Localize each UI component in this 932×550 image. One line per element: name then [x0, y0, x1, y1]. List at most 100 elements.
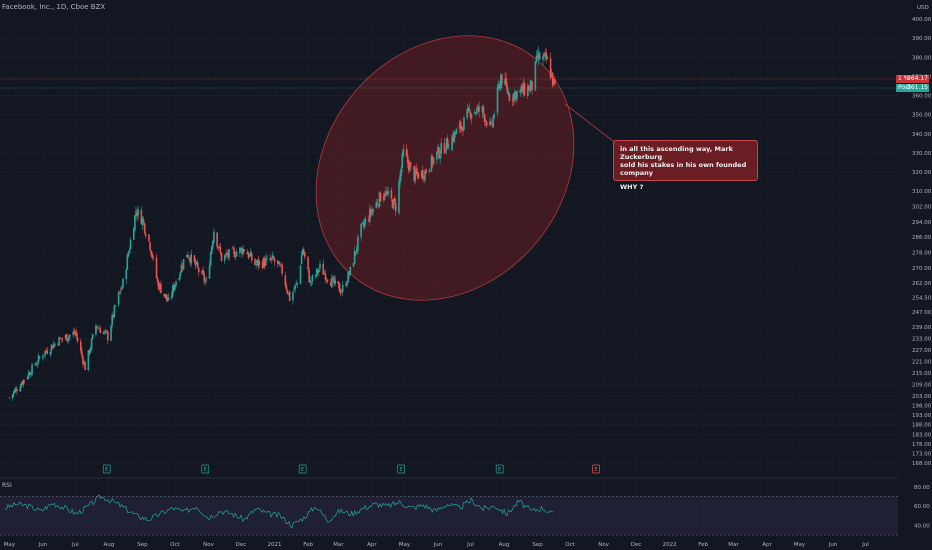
candle — [288, 290, 291, 302]
candle-body — [125, 270, 128, 280]
candle-body — [174, 284, 176, 290]
candle-body — [491, 124, 493, 126]
candle-body — [307, 256, 309, 270]
candle — [46, 347, 49, 355]
earnings-marker-letter: E — [204, 467, 208, 473]
candle — [462, 126, 464, 137]
candle — [143, 222, 146, 235]
candle-body — [377, 205, 380, 207]
candle-body — [121, 286, 123, 290]
candle-body — [438, 147, 440, 159]
candle-body — [405, 148, 408, 156]
currency-label: USD — [917, 5, 929, 11]
candle-body — [111, 314, 113, 326]
candle — [281, 262, 283, 277]
candle-body — [143, 223, 146, 234]
candle — [481, 105, 484, 119]
candle — [152, 255, 155, 261]
candle-body — [49, 351, 52, 355]
candle-body — [454, 132, 457, 134]
candle — [400, 165, 402, 181]
candle — [73, 327, 76, 336]
candle-body — [432, 157, 435, 164]
candle-body — [103, 331, 106, 333]
candle-body — [295, 283, 297, 285]
candle-body — [141, 218, 144, 225]
candle-body — [26, 376, 29, 380]
candle — [437, 143, 439, 154]
candle-body — [531, 81, 533, 90]
candle-body — [223, 255, 226, 261]
candle — [341, 280, 344, 296]
candle-body — [105, 331, 108, 333]
candle-body — [459, 121, 462, 130]
price-tick-label: 262.00 — [912, 281, 932, 287]
candle-body — [485, 121, 488, 126]
candle-body — [501, 74, 503, 85]
candle — [317, 268, 319, 277]
candle — [91, 333, 94, 340]
candle — [386, 187, 388, 196]
candle-body — [401, 154, 404, 169]
candle-body — [455, 129, 458, 135]
candle-body — [13, 389, 16, 393]
candle — [122, 277, 124, 289]
candle-body — [387, 191, 389, 195]
candle-body — [117, 292, 120, 305]
candle — [170, 290, 173, 301]
candle — [241, 246, 243, 259]
candle — [360, 223, 362, 242]
candle-body — [167, 297, 170, 301]
candle-body — [370, 208, 372, 214]
candle — [299, 264, 302, 285]
highlight-ellipse-layer — [315, 35, 630, 301]
highlight-ellipse — [315, 35, 575, 301]
candle-body — [334, 279, 336, 284]
candle-body — [545, 52, 548, 61]
candle — [125, 268, 128, 284]
callout-connector — [564, 103, 623, 149]
candle-body — [308, 270, 310, 283]
candle — [438, 146, 440, 160]
candle-body — [57, 343, 59, 345]
candle-body — [285, 285, 288, 290]
candle — [53, 342, 56, 348]
candle-body — [273, 259, 276, 262]
candle-body — [11, 394, 14, 398]
candle — [142, 216, 145, 226]
candle-body — [391, 199, 394, 208]
candle — [424, 169, 426, 184]
candle-body — [458, 123, 461, 129]
candle-body — [247, 253, 250, 258]
candle — [469, 109, 472, 121]
candle-body — [246, 251, 249, 255]
candle — [151, 251, 154, 261]
candle — [451, 133, 453, 152]
candle-body — [490, 121, 492, 124]
last-price-value: 364.17 — [907, 75, 928, 82]
candle — [347, 270, 349, 284]
candle-body — [46, 350, 49, 354]
time-tick-label: Oct — [565, 542, 575, 548]
candle-body — [345, 284, 347, 286]
candle — [84, 360, 86, 371]
candle-body — [530, 79, 532, 87]
candle — [216, 232, 218, 250]
candle — [155, 253, 158, 280]
candle-body — [148, 234, 150, 241]
candle — [340, 288, 343, 294]
candle — [240, 246, 242, 253]
candle — [201, 269, 203, 276]
candle — [223, 254, 226, 265]
price-tick-label: 178.00 — [912, 442, 932, 448]
candle — [537, 46, 540, 66]
annotation-callout[interactable]: in all this ascending way, Mark Zuckerbu… — [613, 140, 758, 191]
candle-body — [392, 198, 395, 210]
candle — [209, 251, 212, 267]
candle-body — [114, 305, 117, 307]
candle-body — [462, 128, 464, 132]
candle-body — [378, 192, 381, 207]
candle — [383, 192, 385, 203]
candle-body — [428, 170, 431, 172]
